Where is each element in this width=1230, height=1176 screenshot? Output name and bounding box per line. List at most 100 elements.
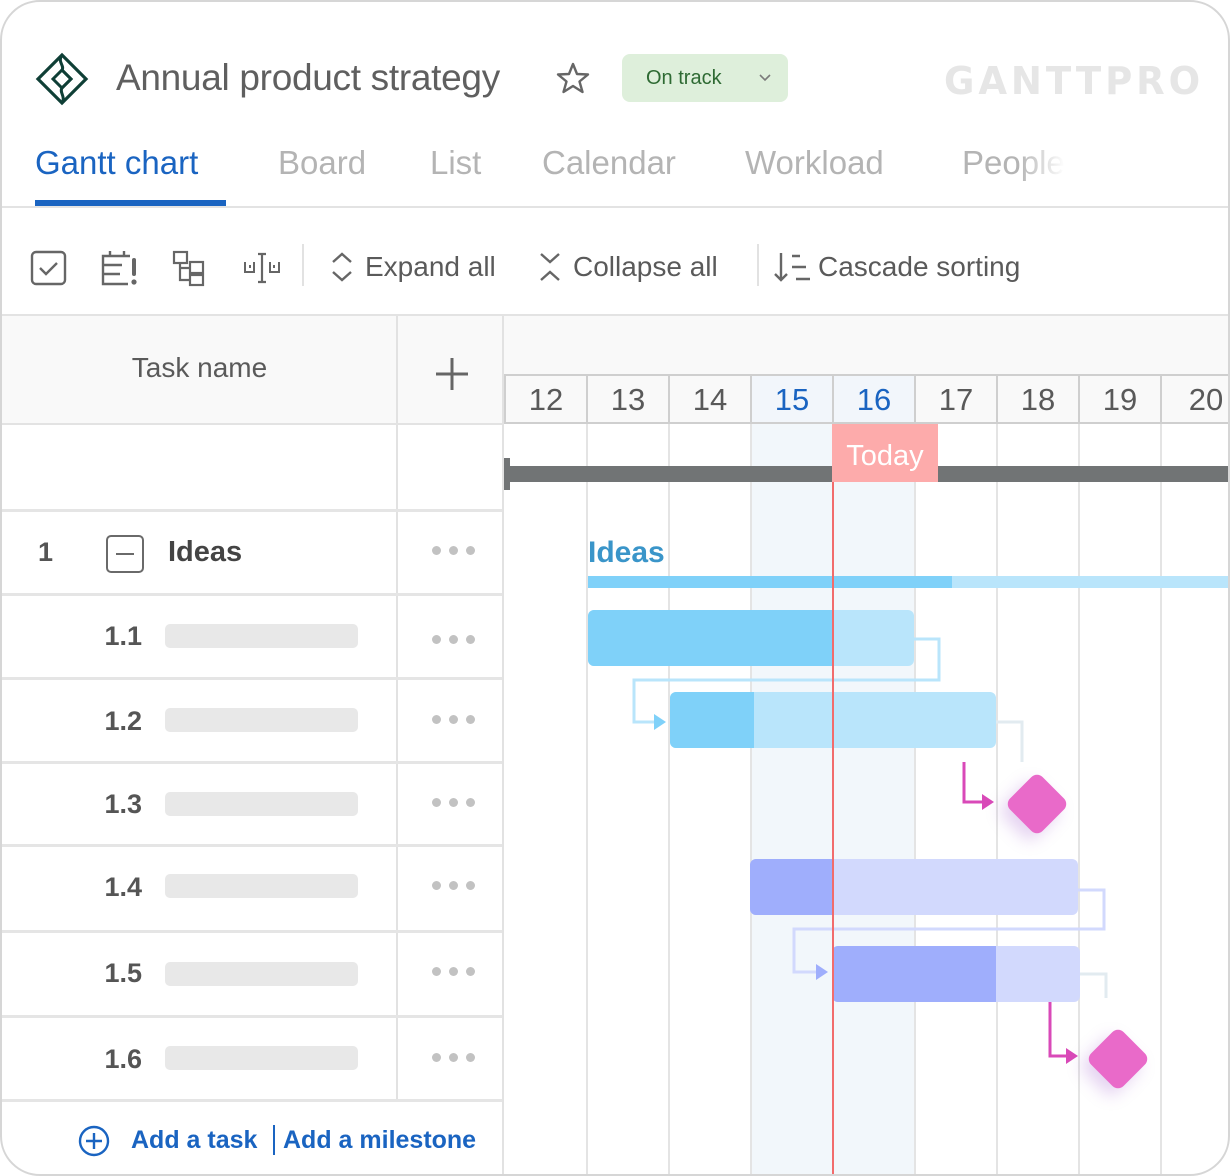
status-dropdown[interactable]: On track xyxy=(622,54,788,102)
chevron-down-icon xyxy=(759,74,771,82)
more-horizontal-icon[interactable] xyxy=(430,964,476,978)
row-divider xyxy=(2,509,502,512)
day-cell: 13 xyxy=(586,376,668,422)
expand-all-button[interactable]: Expand all xyxy=(327,246,496,288)
sort-icon xyxy=(774,253,810,282)
more-horizontal-icon[interactable] xyxy=(430,795,476,809)
grid-line xyxy=(996,424,998,1174)
today-line xyxy=(832,424,834,1174)
tab-list[interactable]: List xyxy=(430,144,482,181)
view-tabs: Gantt chart Board List Calendar Workload… xyxy=(2,132,1228,208)
add-milestone-link[interactable]: Add a milestone xyxy=(283,1126,477,1154)
tab-gantt-chart[interactable]: Gantt chart xyxy=(35,144,199,181)
star-icon[interactable] xyxy=(555,60,591,96)
diamond-logo-icon xyxy=(35,52,89,106)
row-number: 1.5 xyxy=(104,958,142,988)
active-tab-indicator xyxy=(35,200,226,206)
today-marker: Today xyxy=(832,424,938,482)
task-bar-1-1[interactable] xyxy=(588,610,914,666)
day-cell: 14 xyxy=(668,376,750,422)
more-horizontal-icon[interactable] xyxy=(430,1050,476,1064)
checkbox-icon[interactable] xyxy=(29,248,69,288)
day-cell: 18 xyxy=(996,376,1078,422)
day-cell-highlighted: 16 xyxy=(832,376,914,422)
svg-text:GANTTPRO: GANTTPRO xyxy=(944,60,1204,100)
gantt-chart-area: Ideas xyxy=(504,424,1228,1174)
collapse-icon xyxy=(540,253,560,281)
row-divider xyxy=(2,761,502,764)
grid-line xyxy=(914,424,916,1174)
column-width-icon[interactable] xyxy=(242,248,282,288)
expand-all-label: Expand all xyxy=(365,251,496,282)
group-summary-bar[interactable] xyxy=(588,576,1228,588)
day-cell: 12 xyxy=(504,376,586,422)
more-horizontal-icon[interactable] xyxy=(430,632,476,646)
row-divider xyxy=(2,593,502,596)
day-cell: 20 xyxy=(1160,376,1228,422)
task-name-placeholder[interactable] xyxy=(165,624,358,648)
row-divider xyxy=(2,844,502,847)
tab-people[interactable]: People xyxy=(962,144,1065,181)
row-divider xyxy=(2,423,502,425)
row-number: 1.4 xyxy=(104,872,142,902)
column-divider xyxy=(396,316,398,1100)
expand-icon xyxy=(332,252,352,282)
more-horizontal-icon[interactable] xyxy=(430,878,476,892)
row-number: 1.2 xyxy=(104,706,142,736)
row-number: 1.1 xyxy=(104,621,142,651)
collapse-group-button[interactable] xyxy=(106,535,144,573)
ganttpro-logo: GANTTPRO xyxy=(944,60,1204,100)
row-number: 1.3 xyxy=(104,789,142,819)
table-chart-divider xyxy=(502,316,504,1174)
collapse-all-label: Collapse all xyxy=(573,251,718,282)
grid-line xyxy=(586,424,588,1174)
collapse-all-button[interactable]: Collapse all xyxy=(535,246,718,288)
group-name[interactable]: Ideas xyxy=(168,536,243,568)
day-scale: 12 13 14 15 16 17 18 19 20 xyxy=(504,374,1228,424)
tab-board[interactable]: Board xyxy=(278,144,367,181)
day-cell: 19 xyxy=(1078,376,1160,422)
task-name-placeholder[interactable] xyxy=(165,962,358,986)
row-number: 1 xyxy=(38,537,54,567)
day-cell-highlighted: 15 xyxy=(750,376,832,422)
tab-calendar[interactable]: Calendar xyxy=(542,144,676,181)
plus-icon[interactable] xyxy=(430,352,474,396)
tab-workload[interactable]: Workload xyxy=(745,144,884,181)
task-name-placeholder[interactable] xyxy=(165,874,358,898)
add-circle-icon[interactable] xyxy=(78,1125,110,1157)
row-divider xyxy=(2,930,502,933)
group-chart-label: Ideas xyxy=(588,536,665,569)
toolbar-divider xyxy=(757,244,759,286)
row-divider xyxy=(2,1015,502,1018)
task-name-placeholder[interactable] xyxy=(165,708,358,732)
timeline-header: 12 13 14 15 16 17 18 19 20 xyxy=(504,316,1228,424)
add-task-link[interactable]: Add a task xyxy=(131,1126,258,1154)
task-bar-1-4[interactable] xyxy=(750,859,1078,915)
grid-line xyxy=(668,424,670,1174)
row-number: 1.6 xyxy=(104,1044,142,1074)
toolbar: Expand all Collapse all Cascade sorting xyxy=(2,210,1228,314)
dependency-links xyxy=(632,637,1108,1064)
task-table-header: Task name xyxy=(2,316,502,424)
calendar-alert-icon[interactable] xyxy=(100,248,140,288)
project-title: Annual product strategy xyxy=(116,57,500,98)
footer-divider xyxy=(273,1125,275,1155)
task-name-placeholder[interactable] xyxy=(165,792,358,816)
hierarchy-icon[interactable] xyxy=(170,248,210,288)
project-start-cap xyxy=(504,458,510,490)
row-divider xyxy=(2,1099,502,1102)
task-name-column-header[interactable]: Task name xyxy=(131,352,268,383)
grid-top-border xyxy=(2,314,1228,316)
row-divider xyxy=(2,677,502,680)
status-label: On track xyxy=(646,66,722,89)
task-bar-1-5[interactable] xyxy=(832,946,1080,1002)
day-cell: 17 xyxy=(914,376,996,422)
grid-line xyxy=(1160,424,1162,1174)
toolbar-divider xyxy=(302,244,304,286)
more-horizontal-icon[interactable] xyxy=(430,712,476,726)
add-row-footer: Add a task Add a milestone xyxy=(2,1100,502,1174)
cascade-sorting-button[interactable]: Cascade sorting xyxy=(772,246,1020,288)
task-name-placeholder[interactable] xyxy=(165,1046,358,1070)
more-horizontal-icon[interactable] xyxy=(430,543,476,557)
